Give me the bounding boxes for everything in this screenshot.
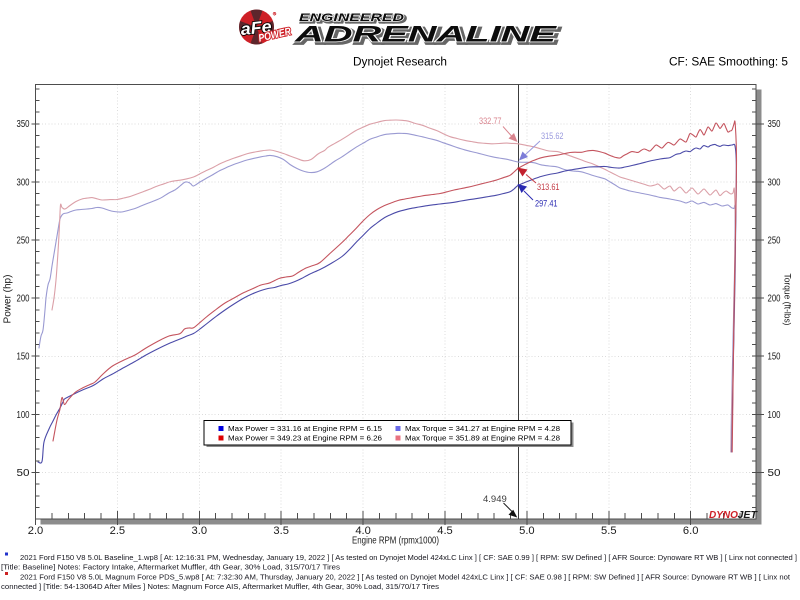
svg-text:4.0: 4.0	[355, 525, 371, 537]
svg-text:200: 200	[17, 294, 30, 305]
svg-text:4.949: 4.949	[483, 494, 507, 505]
svg-text:connected ] [Title: 54-13064D: connected ] [Title: 54-13064D After Mile…	[1, 582, 439, 591]
svg-text:315.62: 315.62	[541, 131, 564, 141]
svg-text:300: 300	[17, 177, 30, 188]
svg-text:JET: JET	[738, 510, 758, 521]
svg-text:100: 100	[768, 410, 781, 421]
svg-text:2021 Ford F150 V8 5.0L Magnum: 2021 Ford F150 V8 5.0L Magnum Force PDS_…	[20, 573, 791, 582]
svg-text:350: 350	[768, 119, 781, 130]
svg-text:297.41: 297.41	[535, 199, 558, 209]
svg-text:Torque (ft-lbs): Torque (ft-lbs)	[782, 274, 793, 326]
svg-text:200: 200	[768, 294, 781, 305]
svg-text:250: 250	[768, 235, 781, 246]
svg-text:350: 350	[17, 119, 30, 130]
svg-text:ENGINEERED: ENGINEERED	[299, 12, 404, 24]
svg-text:313.61: 313.61	[537, 182, 560, 192]
svg-text:6.0: 6.0	[683, 525, 699, 537]
svg-text:150: 150	[17, 352, 30, 363]
svg-text:Engine RPM (rpmx1000): Engine RPM (rpmx1000)	[352, 536, 439, 547]
svg-text:2.0: 2.0	[28, 525, 44, 537]
svg-text:3.0: 3.0	[192, 525, 208, 537]
svg-text:4.5: 4.5	[437, 525, 453, 537]
svg-text:[Title: Baseline] Notes: Fact: [Title: Baseline] Notes: Factory Intake,…	[1, 563, 340, 572]
svg-text:aFe: aFe	[240, 17, 273, 39]
svg-text:Max Torque = 341.27 at Engine: Max Torque = 341.27 at Engine RPM = 4.28	[405, 424, 560, 433]
svg-text:Max Power = 349.23 at Engine R: Max Power = 349.23 at Engine RPM = 6.26	[228, 434, 382, 443]
svg-text:300: 300	[768, 177, 781, 188]
svg-text:Max Power = 331.16 at Engine R: Max Power = 331.16 at Engine RPM = 6.15	[228, 424, 382, 433]
svg-text:DYNO: DYNO	[709, 510, 738, 521]
svg-text:ADRENALINE: ADRENALINE	[293, 22, 558, 47]
svg-text:2.5: 2.5	[110, 525, 126, 537]
svg-text:CF: SAE Smoothing: 5: CF: SAE Smoothing: 5	[669, 55, 788, 69]
svg-text:150: 150	[768, 352, 781, 363]
svg-text:5.5: 5.5	[601, 525, 617, 537]
svg-text:100: 100	[17, 410, 30, 421]
svg-text:ADRENALINE: ADRENALINE	[295, 24, 560, 49]
svg-text:50: 50	[17, 468, 31, 479]
svg-text:Max Torque = 351.89 at Engine: Max Torque = 351.89 at Engine RPM = 4.28	[405, 434, 560, 443]
svg-text:ENGINEERED: ENGINEERED	[301, 14, 406, 26]
svg-text:332.77: 332.77	[479, 116, 502, 126]
svg-text:5.0: 5.0	[519, 525, 535, 537]
svg-text:3.5: 3.5	[273, 525, 289, 537]
svg-text:Power (hp): Power (hp)	[3, 275, 14, 324]
svg-text:50: 50	[768, 468, 782, 479]
svg-text:250: 250	[17, 235, 30, 246]
svg-text:Dynojet Research: Dynojet Research	[353, 57, 447, 69]
svg-text:R: R	[273, 12, 276, 16]
svg-text:2021 Ford F150 V8 5.0L Baselin: 2021 Ford F150 V8 5.0L Baseline_1.wp8 [ …	[20, 553, 797, 562]
